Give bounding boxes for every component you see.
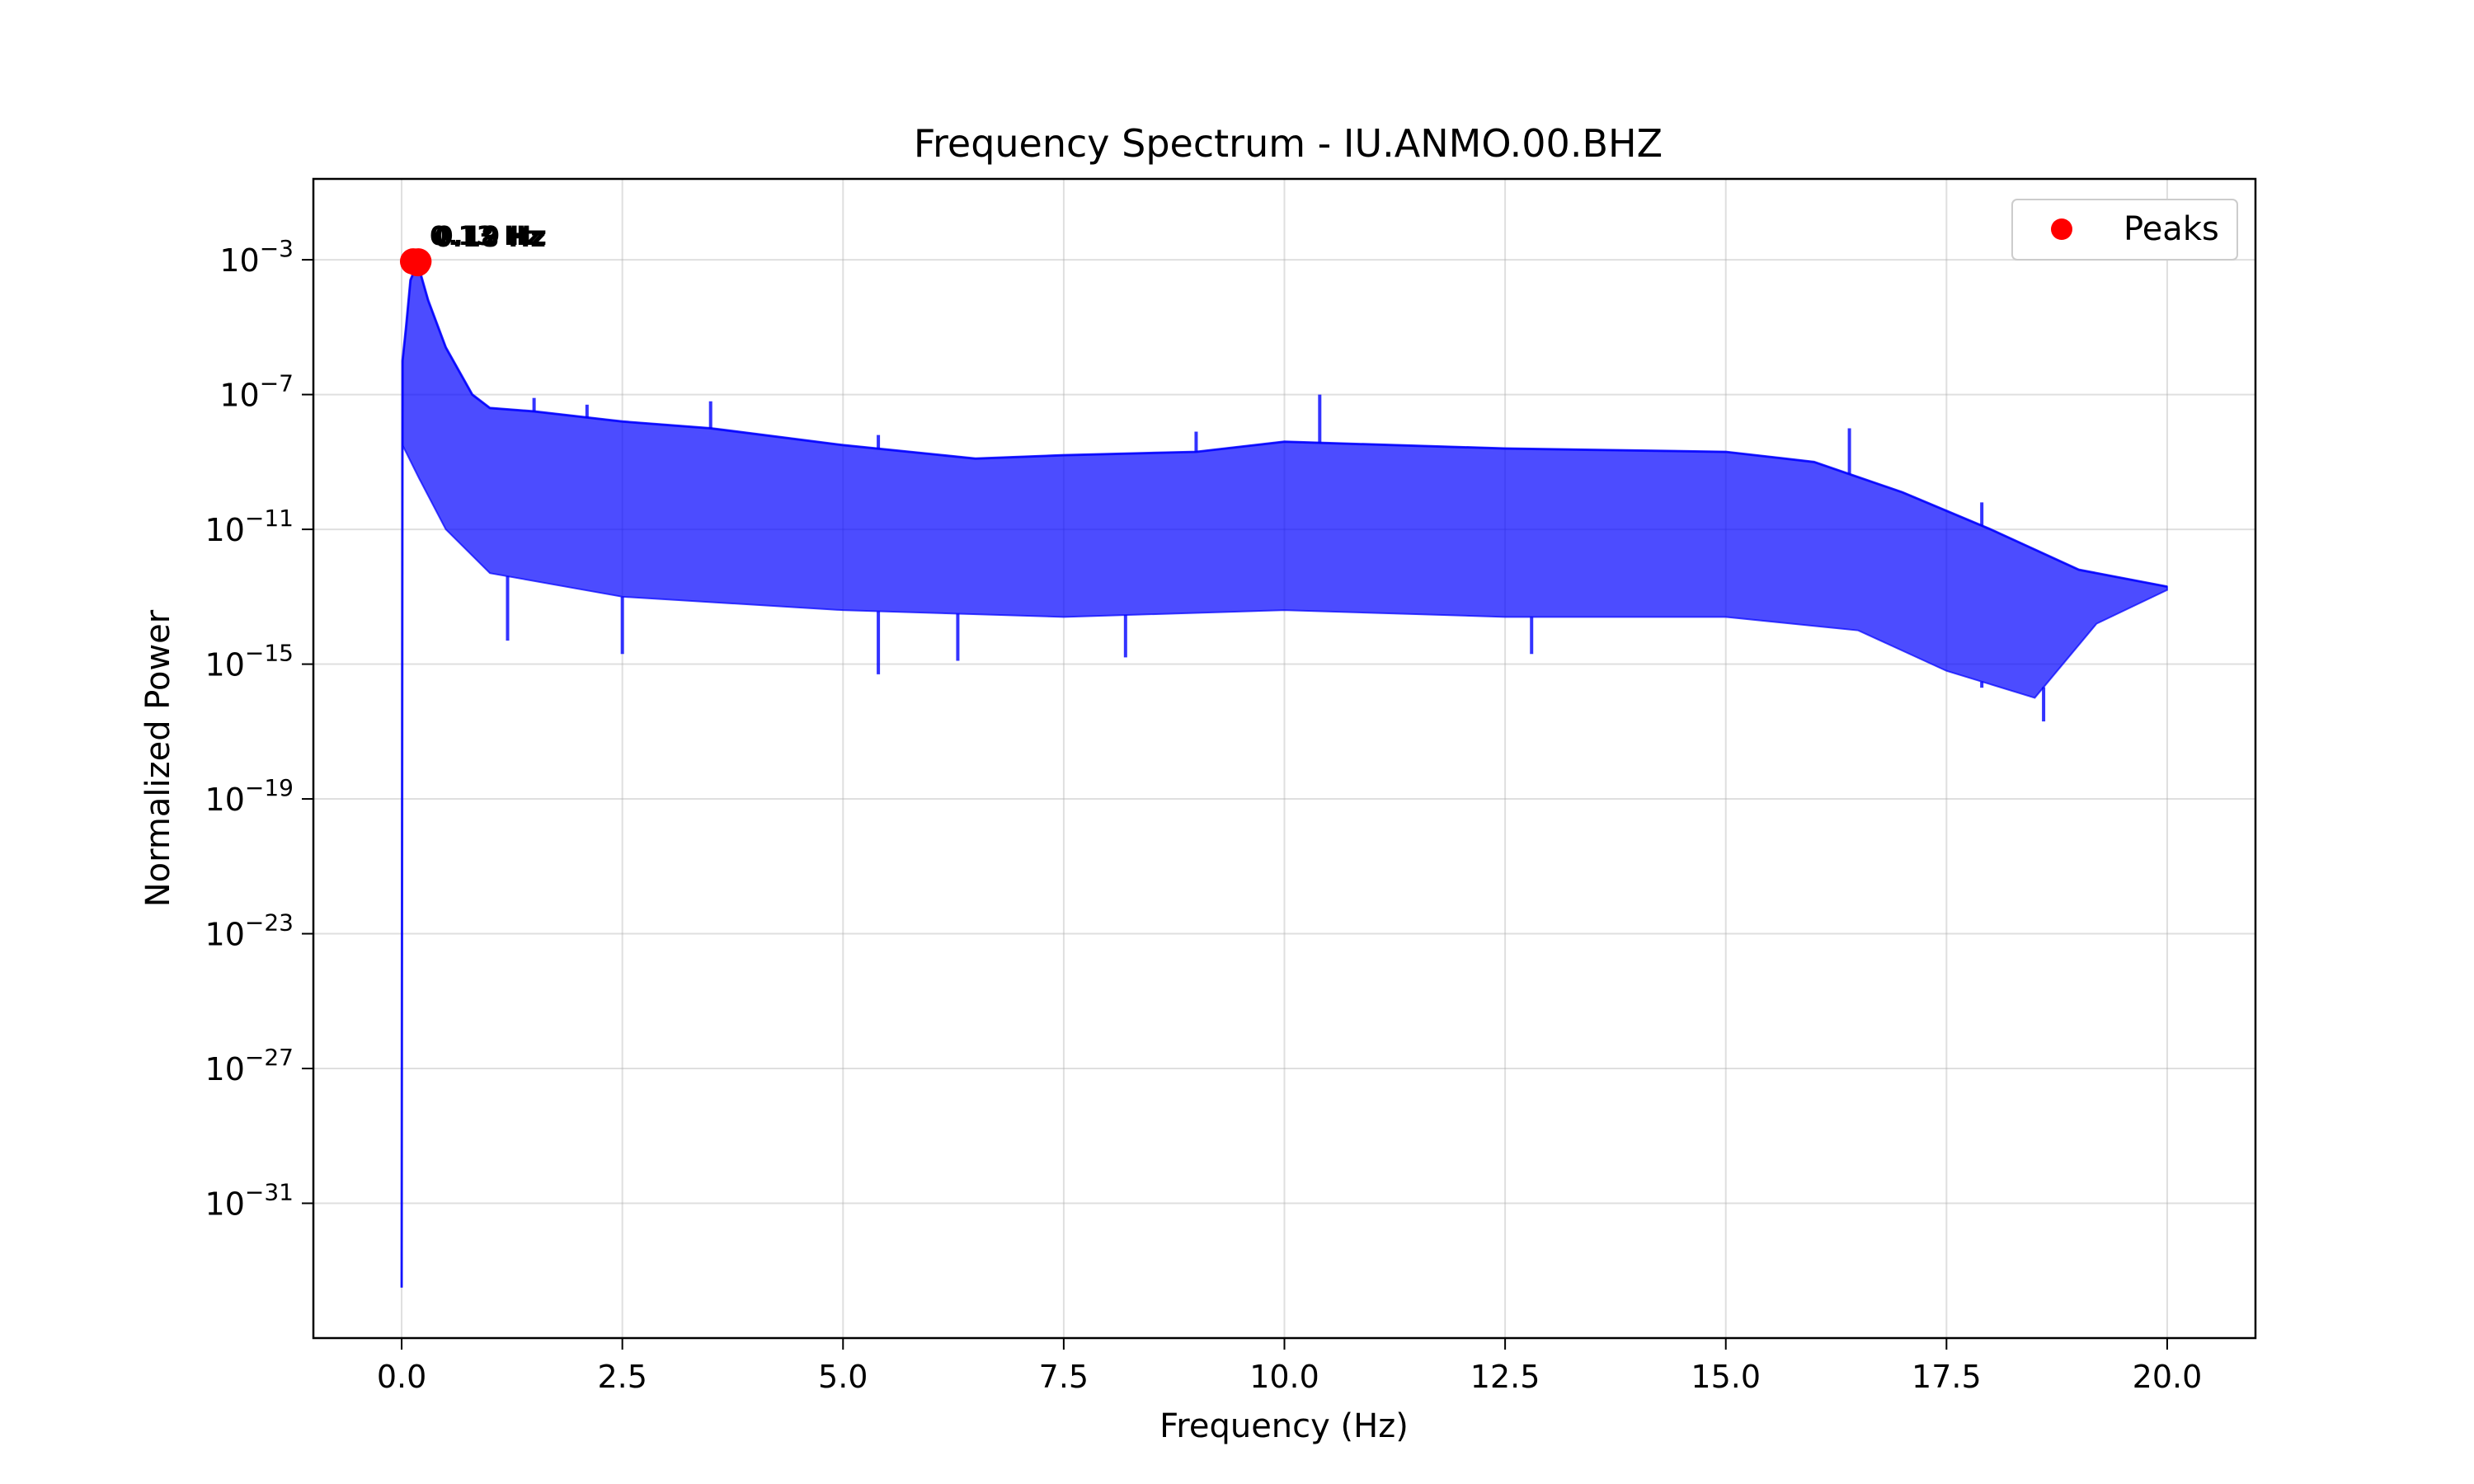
x-tick-label: 0.0 — [377, 1359, 426, 1395]
x-tick-label: 15.0 — [1691, 1359, 1761, 1395]
y-axis-label: Normalized Power — [139, 609, 177, 907]
y-tick-label: 10−23 — [205, 909, 294, 953]
x-tick-label: 7.5 — [1039, 1359, 1089, 1395]
chart-title: Frequency Spectrum - IU.ANMO.00.BHZ — [914, 121, 1663, 166]
x-tick-label: 5.0 — [818, 1359, 868, 1395]
peak-label: 0.13 Hz — [430, 220, 542, 251]
x-axis-label: Frequency (Hz) — [1159, 1407, 1409, 1445]
y-tick-label: 10−11 — [205, 505, 294, 548]
x-tick-label: 2.5 — [597, 1359, 647, 1395]
peak-label: 0.18 Hz — [434, 222, 546, 253]
grid-layer — [313, 179, 2255, 1338]
y-tick-label: 10−7 — [219, 370, 294, 414]
peaks-layer: 0.13 Hz0.18 Hz0.19 Hz — [399, 220, 547, 277]
legend-peaks-label: Peaks — [2124, 210, 2219, 248]
peak-label: 0.19 Hz — [435, 220, 547, 251]
x-tick-label: 12.5 — [1470, 1359, 1540, 1395]
peak-marker — [405, 248, 432, 275]
x-tick-label: 10.0 — [1249, 1359, 1319, 1395]
y-tick-label: 10−3 — [219, 235, 294, 279]
y-tick-label: 10−19 — [205, 774, 294, 818]
legend-box — [2011, 199, 2238, 261]
y-tick-label: 10−31 — [205, 1179, 294, 1223]
legend-peaks-marker — [2051, 218, 2072, 240]
legend: Peaks — [2011, 199, 2238, 261]
x-tick-label: 17.5 — [1912, 1359, 1982, 1395]
y-tick-label: 10−15 — [205, 640, 294, 683]
y-tick-label: 10−27 — [205, 1044, 294, 1087]
ticks-layer: 0.0 2.5 5.0 7.5 10.0 12.5 15.0 17.5 20.0 10−3 10−7… — [205, 235, 2203, 1395]
x-tick-label: 20.0 — [2133, 1359, 2203, 1395]
